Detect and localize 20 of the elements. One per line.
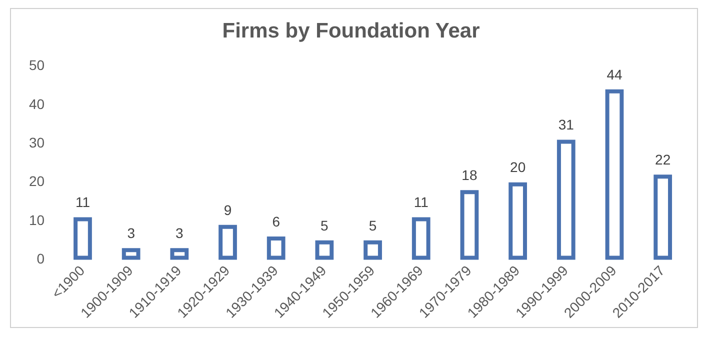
y-tick-label: 0 <box>36 250 45 267</box>
data-label: 18 <box>462 166 478 183</box>
data-label: 31 <box>558 116 574 133</box>
y-tick-label: 50 <box>28 57 45 74</box>
y-tick-label: 10 <box>28 212 45 228</box>
data-label: 44 <box>606 66 622 82</box>
data-label: 3 <box>176 225 184 242</box>
y-tick-label: 40 <box>28 96 45 112</box>
data-label: 9 <box>224 202 232 218</box>
data-label: 20 <box>510 159 526 176</box>
chart-title: Firms by Foundation Year <box>222 19 480 42</box>
data-label: 3 <box>127 225 136 242</box>
data-label: 5 <box>320 217 329 234</box>
data-label: 22 <box>655 151 671 168</box>
y-tick-label: 30 <box>28 134 45 150</box>
y-tick-label: 20 <box>28 173 45 190</box>
data-label: 11 <box>75 194 90 210</box>
data-label: 5 <box>368 217 377 234</box>
data-label: 11 <box>414 194 429 210</box>
data-label: 6 <box>272 213 280 230</box>
